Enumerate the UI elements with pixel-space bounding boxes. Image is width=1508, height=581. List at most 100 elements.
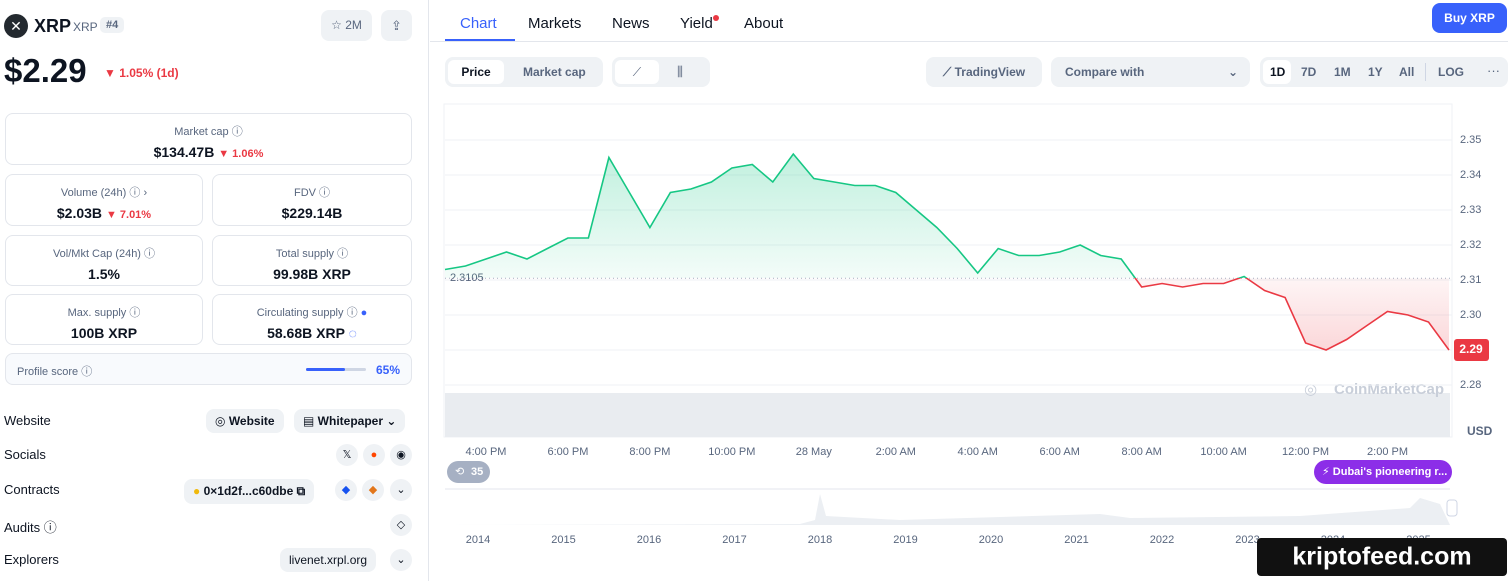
navigator-year: 2022 [1150,534,1174,546]
y-tick-label: 2.34 [1460,169,1481,181]
x-tick-label: 12:00 PM [1282,446,1329,458]
social-x[interactable]: 𝕏 [336,444,358,466]
watchlist-button[interactable]: ☆ 2M [321,10,372,41]
range-button[interactable]: 1D [1270,65,1286,79]
watermark-icon: ◎ [1304,381,1317,398]
stat-label: Vol/Mkt Cap (24h) [52,248,141,260]
tab[interactable]: Yield [680,15,713,32]
volume-band [445,393,1450,437]
more-button[interactable]: ⌄ [390,549,412,571]
stat-change: 1.06% [232,148,264,160]
metamask-icon[interactable]: ◆ [362,479,384,501]
tradingview-button[interactable]: ⟋ TradingView [926,57,1042,87]
range-button[interactable]: All [1399,65,1415,79]
news-badge[interactable] [1314,460,1452,484]
y-tick-label: 2.32 [1460,239,1481,251]
contract-chip[interactable]: ● 0×1d2f...c60dbe ⧉ [184,479,315,504]
social-reddit[interactable]: ● [363,444,385,466]
link-chip[interactable]: ▤ Whitepaper ⌄ [294,409,406,433]
explorer-chip[interactable]: livenet.xrpl.org [280,548,377,572]
price-line [444,152,1450,351]
line-style-button[interactable]: ⟋ [615,60,659,84]
x-tick-label: 6:00 PM [547,446,588,458]
audit-icon[interactable]: ◇ [390,514,412,536]
stat-box: FDV ⓘ $229.14B [212,174,412,226]
mode-button[interactable]: Market cap [523,65,586,79]
tab-divider [430,41,1508,42]
tab[interactable]: About [744,15,784,32]
stat-label: Volume (24h) [60,187,127,199]
stat-value: 58.68B XRP [267,325,345,341]
tab[interactable]: Markets [528,15,582,32]
compare-text: Compare with [1065,65,1145,79]
navigator-handle[interactable] [1446,499,1458,517]
events-count: 35 [471,466,483,478]
x-tick-label: 10:00 PM [708,446,755,458]
price-area [445,154,1449,350]
navigator-area [445,494,1450,525]
compare-select[interactable]: Compare with ⌄ [1051,57,1250,87]
range-button[interactable]: 7D [1301,65,1317,79]
price-chart: ⟲ 35 ⚡ Dubai's pioneering r... ◎ CoinMar… [443,103,1507,576]
x-tick-label: 6:00 AM [1040,446,1080,458]
link-text: Audits [4,520,41,535]
stat-box: Max. supply ⓘ 100B XRP [5,294,203,345]
mode-button[interactable]: Price [448,60,504,84]
left-panel: ✕ XRP XRP #4 ☆ 2M ⇪ $2.29 ▼ 1.05% (1d) M… [0,0,429,581]
watchlist-count: 2M [345,18,362,32]
profile-score-value: 65% [376,363,401,377]
link-chip[interactable]: ◎ Website [206,409,284,433]
stat-change: 7.01% [119,209,152,221]
events-icon: ⟲ [455,466,464,478]
stat-box[interactable]: Volume (24h) ⓘ › $2.03B ▼ 7.01% [5,174,203,226]
navigator-year: 2016 [637,534,661,546]
navigator-year: 2020 [979,534,1003,546]
progress-track [306,368,366,371]
stat-value: 99.98B XRP [273,266,351,282]
navigator-year: 2015 [551,534,575,546]
y-tick-label: 2.33 [1460,204,1481,216]
currency: USD [1467,424,1493,438]
social-github[interactable]: ◉ [390,444,412,466]
navigator-year: 2014 [466,534,490,546]
link-label: Contracts [4,482,60,497]
new-dot [713,15,719,21]
x-tick-label: 28 May [796,446,833,458]
rank: #4 [100,17,125,33]
link-label: Socials [4,447,46,462]
link-label: Explorers [4,552,59,567]
wallet-icon[interactable]: ◆ [335,479,357,501]
share-button[interactable]: ⇪ [381,10,412,41]
separator [1425,63,1426,81]
range-button[interactable]: 1Y [1368,65,1383,79]
stat-label: Total supply [275,248,335,260]
stat-label: Max. supply [67,307,127,319]
y-tick-label: 2.31 [1460,274,1481,286]
link-text: Whitepaper [317,414,384,428]
navigator-year: 2017 [722,534,746,546]
more-button[interactable]: ⌄ [390,479,412,501]
news-title: Dubai's pioneering r... [1333,466,1447,478]
watermark: CoinMarketCap [1334,381,1444,398]
range-active [1263,60,1291,84]
price-change: ▼ 1.05% (1d) [104,66,179,80]
stat-box: Total supply ⓘ 99.98B XRP [212,235,412,286]
more-button[interactable]: ··· [1487,63,1500,78]
stat-box: Circulating supply ⓘ ● 58.68B XRP ◌ [212,294,412,345]
tab-underline [445,39,515,41]
range-button[interactable]: 1M [1334,65,1351,79]
candle-style-button[interactable]: ⫼ [677,64,683,79]
tradingview-text: TradingView [954,65,1026,79]
coin-logo: ✕ [4,14,28,38]
range-button[interactable]: LOG [1438,65,1464,79]
overlay-watermark: kriptofeed.com [1292,543,1471,571]
price: $2.29 [4,52,87,89]
buy-button[interactable]: Buy XRP [1432,3,1507,33]
tab[interactable]: News [612,15,650,32]
tab[interactable]: Chart [460,15,497,32]
price-change-value: 1.05% (1d) [119,66,179,80]
profile-score: Profile score ⓘ 65% [5,353,412,385]
x-tick-label: 8:00 AM [1121,446,1161,458]
events-badge[interactable] [447,461,490,483]
y-tick-label: 2.30 [1460,309,1481,321]
